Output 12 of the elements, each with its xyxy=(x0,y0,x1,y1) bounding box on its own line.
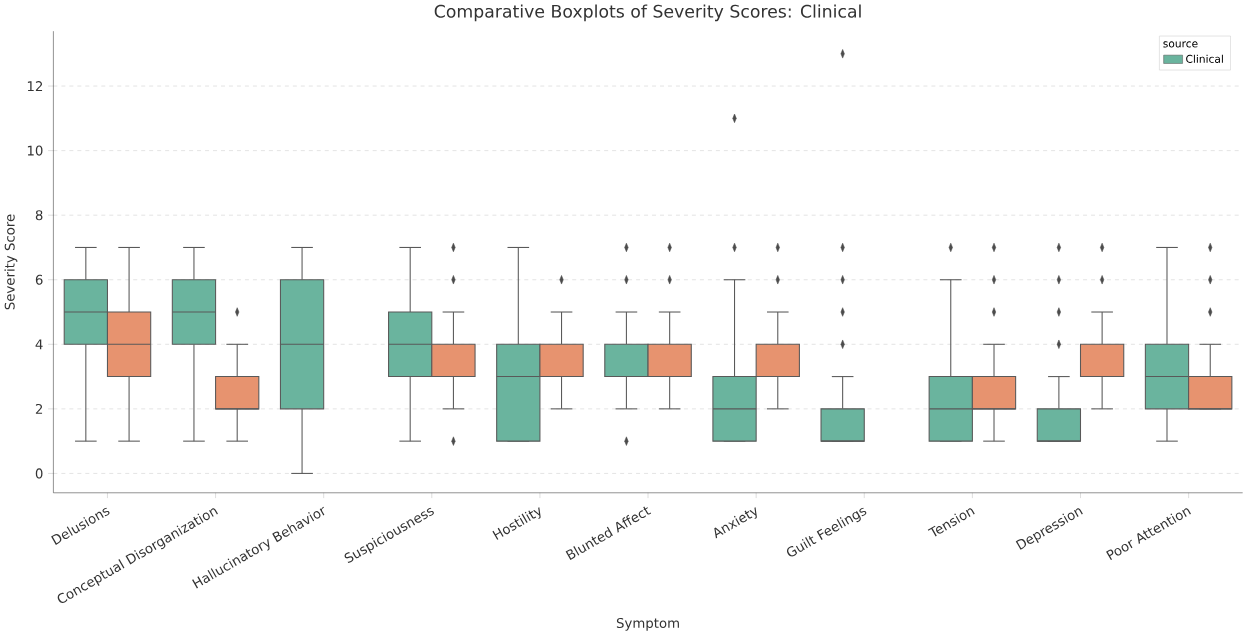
y-tick-label: 4 xyxy=(35,339,43,350)
y-axis-title: Severity Score xyxy=(4,214,18,310)
legend-title: source xyxy=(1163,41,1198,48)
x-axis-title: Symptom xyxy=(616,617,679,631)
chart-title: Comparative Boxplots of Severity Scores: Clinical xyxy=(434,4,861,22)
y-tick-label: 10 xyxy=(27,145,43,156)
y-tick-label: 12 xyxy=(27,81,43,91)
y-tick-label: 0 xyxy=(35,468,43,479)
y-tick-label: 8 xyxy=(35,210,43,221)
y-tick-label: 2 xyxy=(35,403,43,414)
y-tick-label: 6 xyxy=(35,274,43,285)
legend-label: Clinical xyxy=(1186,54,1223,63)
